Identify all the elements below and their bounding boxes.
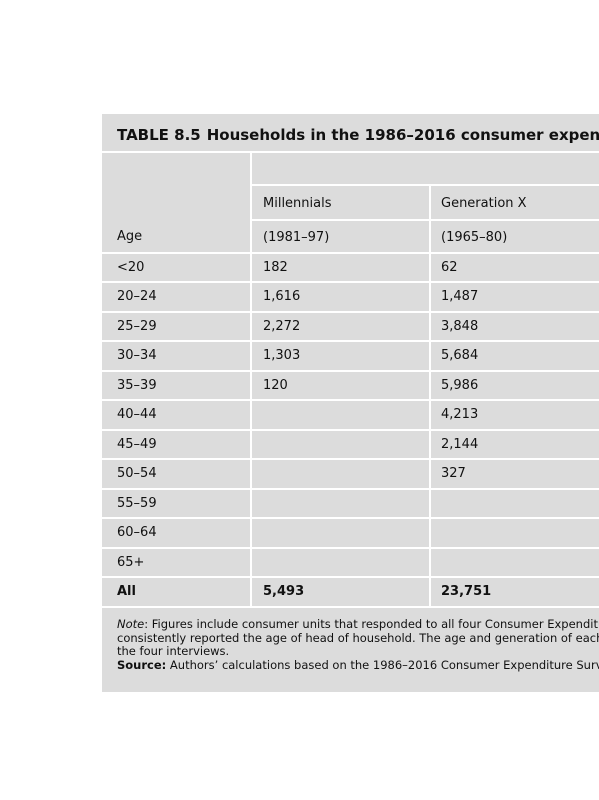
source-label: Source: (117, 657, 167, 672)
note-line: Note: Figures include consumer units tha… (117, 617, 599, 632)
rule (102, 428, 599, 431)
value-cell: 182 (263, 260, 288, 275)
value-cell: 120 (263, 377, 288, 393)
age-cell: 25–29 (117, 318, 157, 334)
rule (102, 546, 599, 549)
value-cell: 327 (441, 466, 466, 482)
age-cell: 30–34 (117, 348, 157, 364)
source-line: Source: Authors’ calculations based on t… (117, 657, 599, 673)
rule (102, 281, 599, 284)
rule (102, 517, 599, 520)
age-cell: 35–39 (117, 377, 157, 393)
rule (102, 252, 599, 254)
age-cell: 65+ (117, 554, 145, 570)
table-box: TABLE 8.5 Households in the 1986–2016 con… (102, 114, 599, 692)
column-years: (1981–97) (263, 230, 330, 245)
value-cell: 1,487 (441, 289, 479, 305)
table-title: TABLE 8.5 Households in the 1986–2016 con… (117, 126, 599, 144)
table-title-text: Households in the 1986–2016 consumer exp… (206, 126, 599, 144)
source-text: Authors’ calculations based on the 1986–… (166, 657, 599, 672)
value-cell: 5,684 (441, 348, 479, 364)
note-line: consistently reported the age of head of… (117, 630, 599, 645)
column-name: Millennials (263, 196, 332, 211)
rule (429, 185, 431, 607)
value-cell: 1,616 (263, 289, 301, 305)
rule (102, 487, 599, 490)
rule (102, 310, 599, 313)
age-cell: 55–59 (117, 495, 157, 511)
rule (250, 184, 599, 186)
rule (102, 340, 599, 343)
value-cell: 3,848 (441, 318, 479, 334)
age-cell: 20–24 (117, 289, 157, 305)
rule (102, 369, 599, 372)
value-cell: 62 (441, 260, 458, 275)
notes: Note: Figures include consumer units tha… (117, 617, 599, 673)
rule (250, 152, 252, 607)
total-cell: 23,751 (441, 583, 492, 599)
value-cell: 1,303 (263, 348, 301, 364)
rule (102, 399, 599, 402)
value-cell: 4,213 (441, 407, 479, 423)
rule (102, 458, 599, 461)
note-label: Note (117, 617, 145, 631)
table-label: TABLE 8.5 (117, 126, 201, 144)
age-header: Age (117, 229, 143, 244)
rule (250, 219, 599, 221)
column-name: Generation X (441, 196, 527, 211)
age-cell: <20 (117, 260, 145, 275)
rule (102, 151, 599, 153)
age-cell: 40–44 (117, 407, 157, 423)
total-cell: 5,493 (263, 583, 305, 599)
age-cell: 60–64 (117, 525, 157, 541)
rule (102, 575, 599, 578)
value-cell: 2,272 (263, 318, 301, 334)
note-text: : Figures include consumer units that re… (144, 617, 599, 631)
value-cell: 2,144 (441, 436, 479, 452)
column-years: (1965–80) (441, 230, 508, 245)
note-line: the four interviews. (117, 644, 230, 658)
age-cell: 50–54 (117, 466, 157, 482)
value-cell: 5,986 (441, 377, 479, 393)
rule (102, 606, 599, 609)
total-label: All (117, 583, 136, 599)
age-cell: 45–49 (117, 436, 157, 452)
